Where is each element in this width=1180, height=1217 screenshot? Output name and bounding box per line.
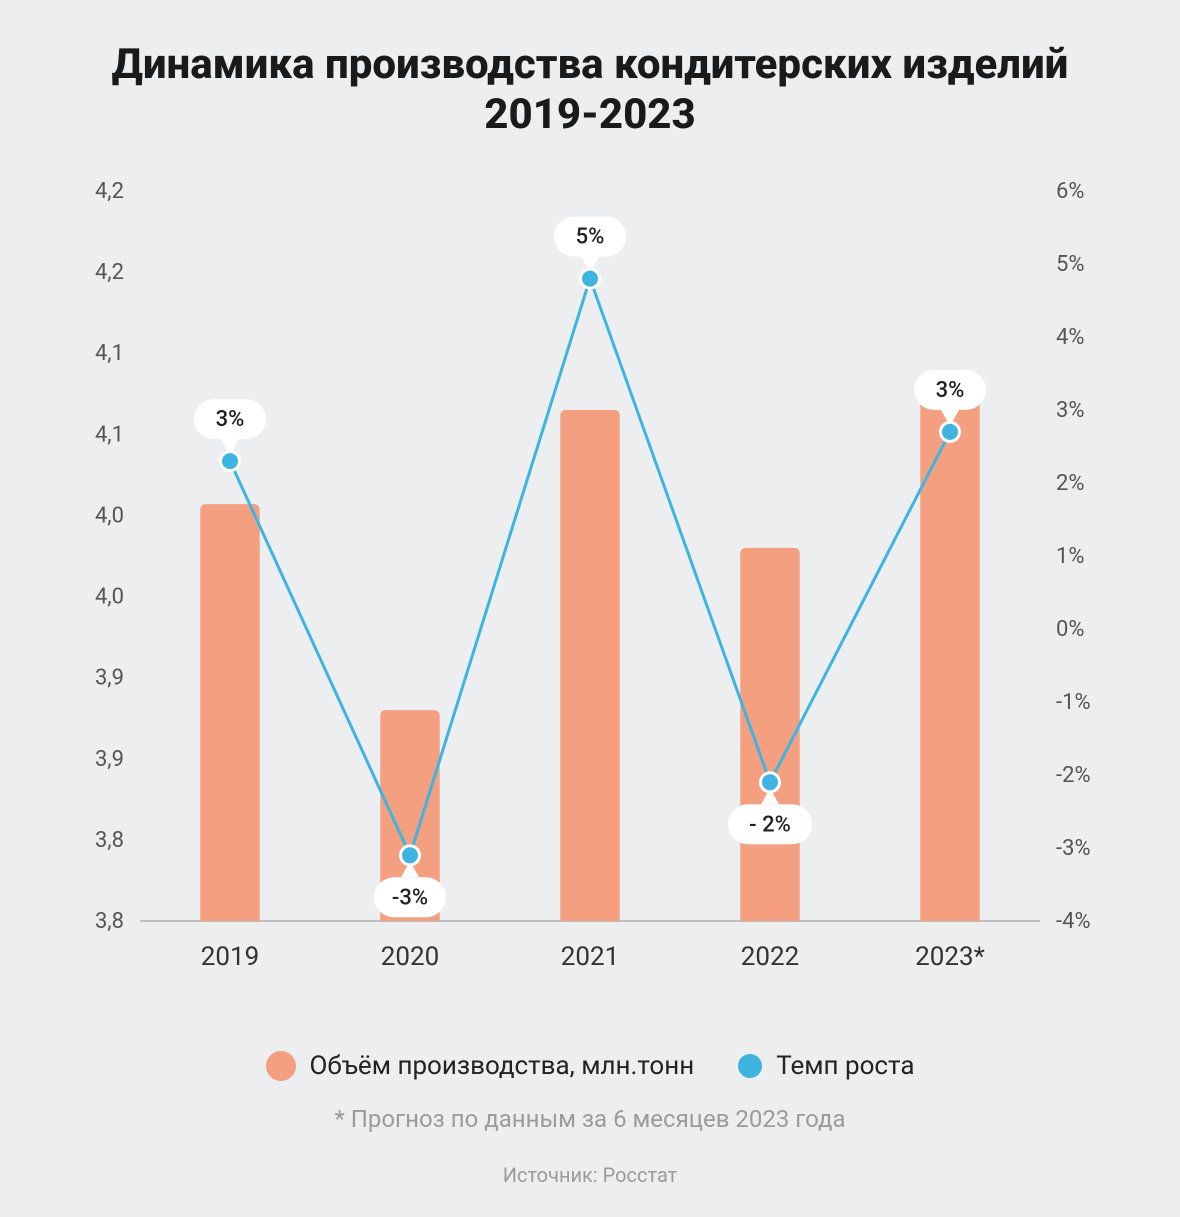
- y-left-tick: 4,2: [95, 260, 124, 285]
- value-bubble-label: 5%: [576, 224, 605, 249]
- y-right-tick: 5%: [1056, 252, 1084, 277]
- value-bubble-label: 3%: [216, 407, 245, 432]
- source-label: Источник: Росстат: [50, 1163, 1130, 1187]
- y-right-tick: 2%: [1056, 471, 1084, 496]
- legend-line-label: Темп роста: [776, 1051, 914, 1081]
- combo-chart: 3,8 3,8 3,9 3,9 4,0 4,0 4,1 4,1 4,2 4,2 -4% -3% -2% -…: [50, 171, 1130, 991]
- chart-card: Динамика производства кондитерских издел…: [0, 0, 1180, 1217]
- footnote: * Прогноз по данным за 6 месяцев 2023 го…: [50, 1105, 1130, 1133]
- x-tick: 2021: [561, 942, 619, 972]
- x-tick: 2020: [381, 942, 439, 972]
- y-right-tick: -1%: [1056, 690, 1091, 715]
- bar: [560, 410, 619, 921]
- line-marker: [222, 453, 238, 469]
- bar: [200, 504, 259, 921]
- y-left-tick: 4,0: [95, 503, 124, 528]
- line-marker: [402, 847, 418, 863]
- legend-swatch-bar: [266, 1051, 296, 1081]
- y-right-tick: 4%: [1056, 325, 1084, 350]
- y-left-tick: 4,1: [95, 422, 124, 447]
- x-tick: 2022: [741, 942, 799, 972]
- legend-item-bars: Объём производства, млн.тонн: [266, 1051, 695, 1081]
- legend-item-line: Темп роста: [738, 1051, 914, 1081]
- y-left-tick: 3,8: [95, 828, 124, 853]
- line-marker: [762, 774, 778, 790]
- chart-title: Динамика производства кондитерских издел…: [50, 40, 1130, 141]
- y-left-tick: 3,9: [95, 747, 124, 772]
- line-marker: [582, 270, 598, 286]
- y-left-tick: 4,0: [95, 584, 124, 609]
- chart-area: 3,8 3,8 3,9 3,9 4,0 4,0 4,1 4,1 4,2 4,2 -4% -3% -2% -…: [50, 171, 1130, 1041]
- line-marker: [942, 424, 958, 440]
- value-bubble-label: 3%: [936, 378, 965, 403]
- y-left-tick: 3,8: [95, 909, 124, 934]
- y-right-tick: 1%: [1056, 544, 1084, 569]
- y-right-tick: 3%: [1056, 398, 1084, 423]
- y-left-tick: 4,2: [95, 179, 124, 204]
- bar: [740, 548, 799, 921]
- y-right-tick: 6%: [1056, 179, 1084, 204]
- y-right-tick: 0%: [1056, 617, 1084, 642]
- y-right-tick: -3%: [1056, 836, 1091, 861]
- legend-bar-label: Объём производства, млн.тонн: [310, 1051, 695, 1081]
- value-bubble-label: - 2%: [749, 812, 791, 837]
- y-left-tick: 4,1: [95, 341, 124, 366]
- x-tick: 2019: [201, 942, 259, 972]
- value-bubble-label: -3%: [392, 885, 428, 910]
- y-right-tick: -4%: [1056, 909, 1091, 934]
- legend-swatch-dot: [738, 1054, 762, 1078]
- legend: Объём производства, млн.тонн Темп роста: [50, 1051, 1130, 1081]
- y-left-tick: 3,9: [95, 665, 124, 690]
- bar: [920, 377, 979, 920]
- y-right-tick: -2%: [1056, 763, 1091, 788]
- x-tick: 2023*: [915, 942, 985, 972]
